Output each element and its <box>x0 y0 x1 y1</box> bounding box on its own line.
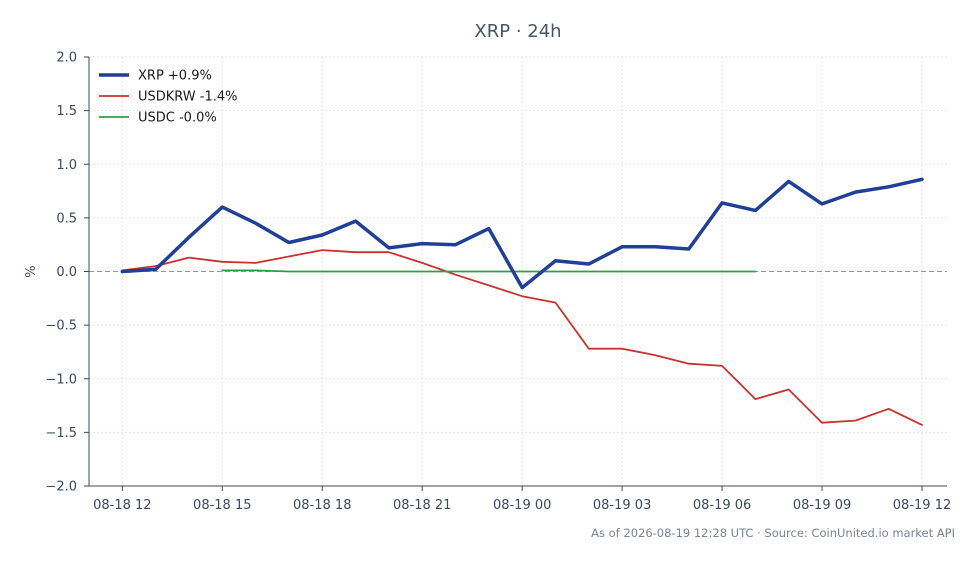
series-line-1 <box>120 177 924 290</box>
legend-label-3: USDC -0.0% <box>138 111 217 126</box>
source-footer: As of 2026-08-19 12:28 UTC · Source: Coi… <box>591 526 955 540</box>
x-tick-label: 08-19 03 <box>593 498 651 513</box>
x-tick-label: 08-18 12 <box>93 498 151 513</box>
y-tick-label: 1.5 <box>56 104 77 119</box>
y-tick-label: −1.5 <box>45 426 77 441</box>
series-line-2 <box>121 249 923 426</box>
x-tick-label: 08-18 18 <box>293 498 351 513</box>
y-axis-label: % <box>24 265 39 277</box>
x-tick-label: 08-19 00 <box>493 498 551 513</box>
series-lines <box>120 177 924 426</box>
series-line-3 <box>221 269 757 273</box>
x-tick-label: 08-18 21 <box>393 498 451 513</box>
x-tick-label: 08-19 06 <box>693 498 751 513</box>
legend: XRP +0.9% USDKRW -1.4% USDC -0.0% <box>99 69 238 126</box>
axes: 2.0 1.5 1.0 0.5 0.0 −0.5 −1.0 −1.5 −2.0 08-18 12 0… <box>45 51 951 514</box>
x-tick-label: 08-19 09 <box>793 498 851 513</box>
x-tick-label: 08-18 15 <box>193 498 251 513</box>
legend-label-2: USDKRW -1.4% <box>138 90 238 105</box>
grid <box>89 56 947 487</box>
y-tick-label: 0.5 <box>56 211 77 226</box>
y-tick-label: −2.0 <box>45 480 77 495</box>
x-tick-label: 08-19 12 <box>893 498 951 513</box>
chart-title: XRP · 24h <box>474 21 561 42</box>
y-tick-label: 1.0 <box>56 158 77 173</box>
y-tick-label: 0.0 <box>56 265 77 280</box>
y-tick-label: −0.5 <box>45 319 77 334</box>
legend-label-1: XRP +0.9% <box>138 69 212 84</box>
y-tick-label: −1.0 <box>45 372 77 387</box>
y-tick-label: 2.0 <box>56 51 77 66</box>
